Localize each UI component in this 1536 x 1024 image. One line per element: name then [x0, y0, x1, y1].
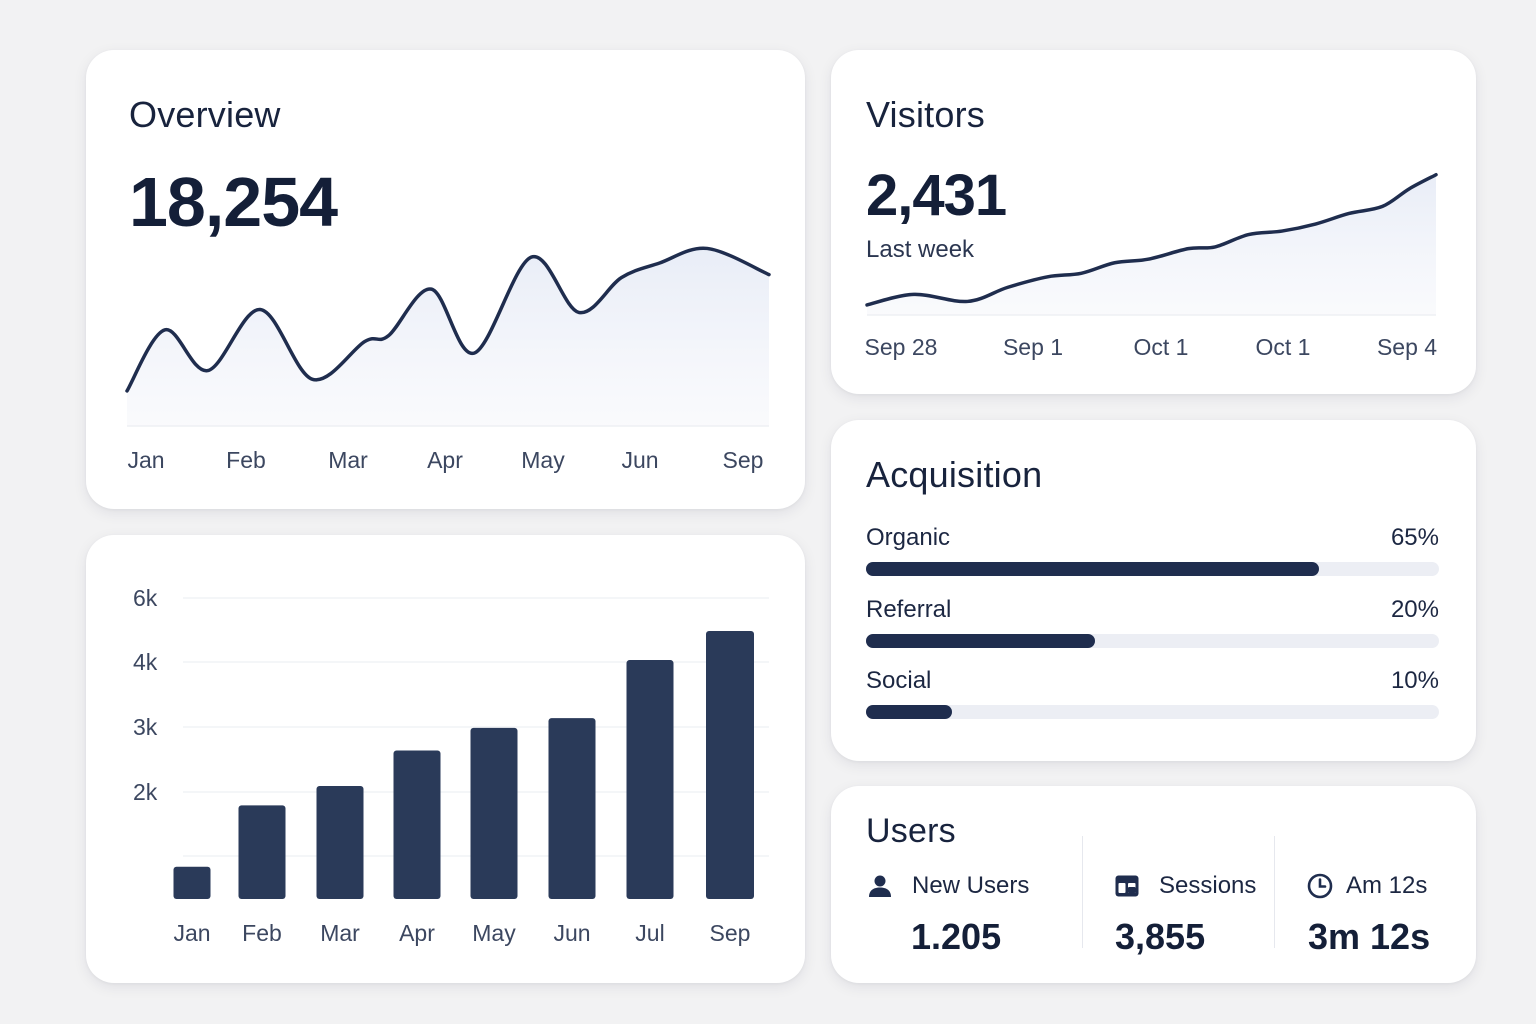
progress-track [866, 634, 1439, 648]
acquisition-label: Referral [866, 596, 952, 623]
stat-divider [1082, 836, 1083, 948]
bar [706, 631, 754, 899]
series-line [865, 172, 1438, 307]
stat-label: Am 12s [1346, 872, 1428, 899]
acquisition-percent: 10% [1390, 667, 1439, 694]
acquisition-percent: 20% [1390, 596, 1439, 623]
overview-line-chart: Jan Feb Mar Apr May Jun Sep [125, 246, 771, 473]
monthly-bar-chart: 2k 3k 4k 6k Jan Feb Mar Apr May Jun Jul Sep [133, 585, 769, 946]
overview-card: Overview 18,254 Jan Feb Mar Apr May Jun Sep [86, 50, 805, 509]
x-tick-label: Oct 1 [1256, 334, 1311, 360]
x-tick-label: Sep 28 [865, 334, 938, 360]
x-tick-label: May [472, 920, 516, 946]
x-tick-label: Sep 1 [1003, 334, 1063, 360]
bar [238, 805, 286, 899]
acquisition-title: Acquisition [866, 454, 1043, 495]
visitors-subtitle: Last week [866, 236, 975, 263]
x-tick-label: May [521, 447, 565, 473]
acquisition-label: Social [866, 667, 932, 694]
users-card: Users New Users 1.205 Sessions 3,855 [831, 786, 1476, 983]
stat-label: Sessions [1159, 872, 1257, 899]
stat-divider [1274, 836, 1275, 948]
bar [393, 750, 441, 899]
stat-value: 1.205 [911, 916, 1002, 957]
x-tick-label: Apr [427, 447, 463, 473]
area-fill [127, 248, 769, 426]
visitors-line-chart: Sep 28 Sep 1 Oct 1 Oct 1 Sep 4 [865, 172, 1438, 360]
y-tick-label: 4k [133, 649, 158, 675]
stat-value: 3,855 [1115, 916, 1206, 957]
progress-fill [866, 705, 952, 719]
bar [470, 727, 518, 899]
y-tick-label: 2k [133, 779, 158, 805]
bar [316, 785, 364, 899]
y-tick-label: 3k [133, 714, 158, 740]
acquisition-card: Acquisition Organic 65% Referral 20% Soc… [831, 420, 1476, 761]
progress-fill [866, 562, 1319, 576]
bar [626, 660, 674, 899]
x-tick-label: Feb [226, 447, 266, 473]
x-tick-label: Sep 4 [1377, 334, 1437, 360]
x-tick-label: Jan [173, 920, 210, 946]
x-tick-label: Mar [328, 447, 368, 473]
person-icon [869, 875, 891, 897]
visitors-title: Visitors [866, 94, 985, 135]
progress-track [866, 562, 1439, 576]
x-tick-label: Jul [635, 920, 664, 946]
users-title: Users [866, 812, 956, 850]
progress-track [866, 705, 1439, 719]
stat-label: New Users [912, 872, 1030, 899]
monthly-bar-card: 2k 3k 4k 6k Jan Feb Mar Apr May Jun Jul Sep [86, 535, 805, 983]
calendar-icon [1115, 875, 1139, 897]
visitors-value: 2,431 [866, 163, 1007, 228]
bar [548, 718, 596, 899]
x-tick-label: Sep [723, 447, 764, 473]
area-fill [867, 174, 1436, 315]
stat-value: 3m 12s [1308, 916, 1431, 957]
clock-icon [1307, 873, 1333, 899]
overview-title: Overview [129, 94, 281, 135]
acquisition-percent: 65% [1390, 524, 1439, 551]
x-tick-label: Mar [320, 920, 360, 946]
x-tick-label: Feb [242, 920, 282, 946]
x-tick-label: Oct 1 [1134, 334, 1189, 360]
x-tick-label: Apr [399, 920, 435, 946]
y-tick-label: 6k [133, 585, 158, 611]
progress-fill [866, 634, 1096, 648]
visitors-card: Visitors 2,431 Last week Sep 28 Sep 1 Oct … [831, 50, 1476, 394]
series-line [125, 246, 771, 393]
x-tick-label: Jan [127, 447, 164, 473]
x-tick-label: Jun [553, 920, 590, 946]
overview-value: 18,254 [129, 163, 338, 241]
bar [173, 866, 211, 899]
x-tick-label: Sep [710, 920, 751, 946]
acquisition-label: Organic [866, 524, 951, 551]
x-tick-label: Jun [621, 447, 658, 473]
